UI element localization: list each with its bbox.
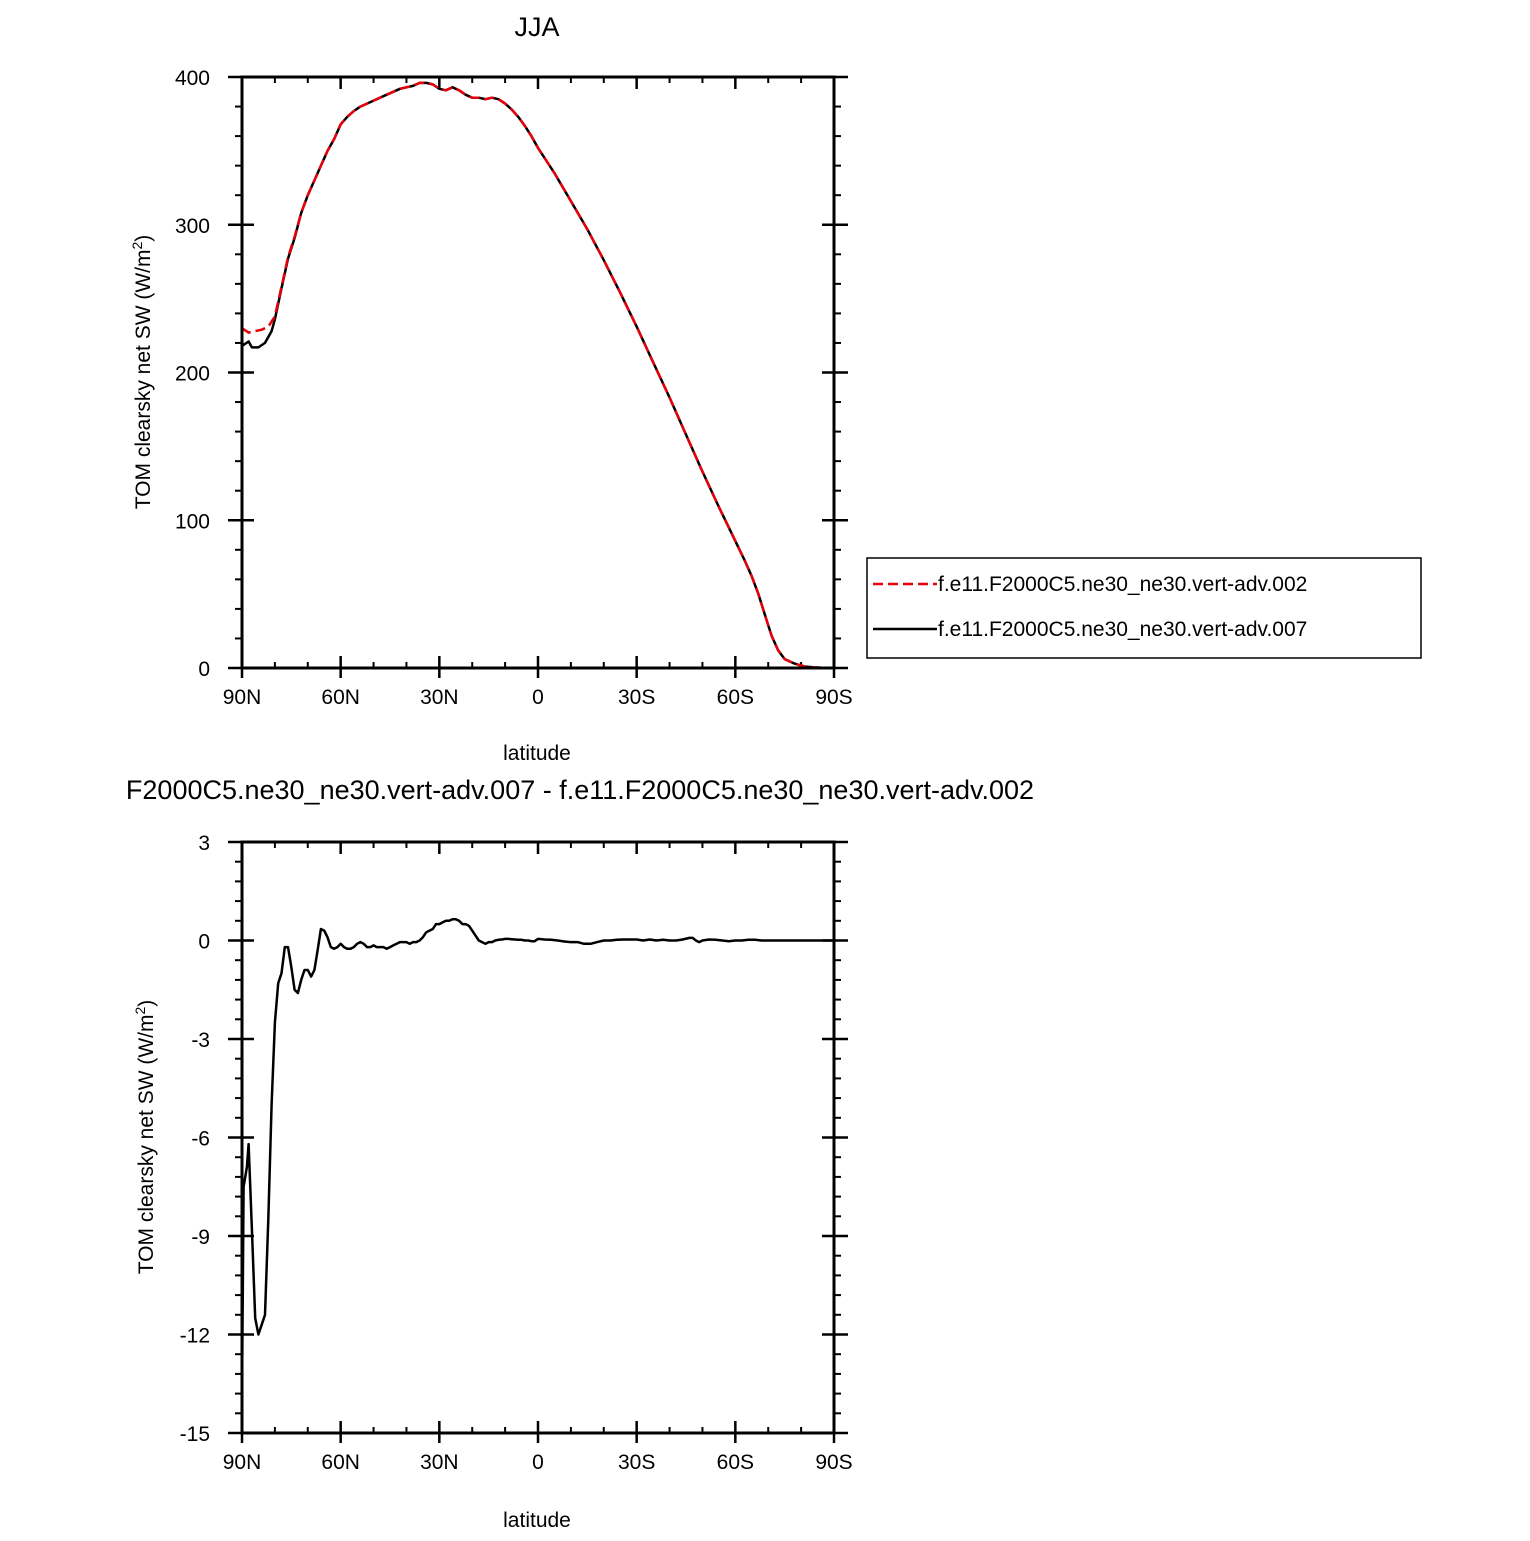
top-x-tick-label: 30N	[420, 686, 459, 709]
top-plot-frame	[240, 75, 836, 670]
bottom-x-tick-label: 90N	[223, 1451, 262, 1474]
top-series-line-1	[241, 81, 835, 670]
top-series-line-2	[241, 81, 835, 670]
top-y-tick-label: 0	[198, 658, 210, 681]
legend: f.e11.F2000C5.ne30_ne30.vert-adv.002 f.e…	[866, 557, 1422, 659]
bottom-chart-title: F2000C5.ne30_ne30.vert-adv.007 - f.e11.F…	[126, 775, 1034, 805]
bottom-y-tick-label: -9	[191, 1226, 210, 1249]
bottom-panel: F2000C5.ne30_ne30.vert-adv.007 - f.e11.F…	[126, 775, 1034, 1532]
bottom-x-tick-label: 30N	[420, 1451, 459, 1474]
legend-label-series-1: f.e11.F2000C5.ne30_ne30.vert-adv.002	[938, 573, 1307, 596]
bottom-y-axis-label: TOM clearsky net SW (W/m2)	[132, 1000, 158, 1275]
bottom-y-tick-label: -12	[180, 1325, 210, 1348]
legend-box	[866, 557, 1422, 659]
top-y-tick-label: 100	[175, 510, 210, 533]
top-chart-title: JJA	[514, 12, 559, 42]
top-x-tick-label: 60N	[321, 686, 360, 709]
bottom-x-tick-label: 90S	[815, 1451, 852, 1474]
top-x-tick-label: 90N	[223, 686, 262, 709]
bottom-y-tick-label: -3	[191, 1029, 210, 1052]
bottom-x-axis-label: latitude	[503, 1509, 571, 1532]
bottom-y-tick-label: 0	[198, 931, 210, 954]
bottom-y-tick-label: -6	[191, 1128, 210, 1151]
legend-label-series-2: f.e11.F2000C5.ne30_ne30.vert-adv.007	[938, 618, 1307, 641]
bottom-x-tick-label: 60S	[717, 1451, 754, 1474]
top-x-tick-label: 90S	[815, 686, 852, 709]
top-y-tick-label: 300	[175, 215, 210, 238]
top-y-tick-label: 400	[175, 67, 210, 90]
bottom-series-line-1	[240, 917, 834, 1394]
bottom-y-tick-label: 3	[198, 832, 210, 855]
top-y-axis-label: TOM clearsky net SW (W/m2)	[129, 235, 155, 510]
bottom-x-tick-label: 30S	[618, 1451, 655, 1474]
top-x-tick-label: 60S	[717, 686, 754, 709]
bottom-x-tick-label: 60N	[321, 1451, 360, 1474]
top-x-axis-label: latitude	[503, 742, 571, 765]
bottom-x-tick-label: 0	[532, 1451, 544, 1474]
top-x-tick-label: 30S	[618, 686, 655, 709]
top-x-tick-label: 0	[532, 686, 544, 709]
bottom-plot-frame	[240, 840, 836, 1435]
bottom-y-tick-label: -15	[180, 1423, 210, 1446]
top-y-tick-label: 200	[175, 363, 210, 386]
top-panel: JJA 90N 60N 30N 0 30S 60S 90S 0 100 200 300 400 lat…	[129, 12, 1422, 765]
